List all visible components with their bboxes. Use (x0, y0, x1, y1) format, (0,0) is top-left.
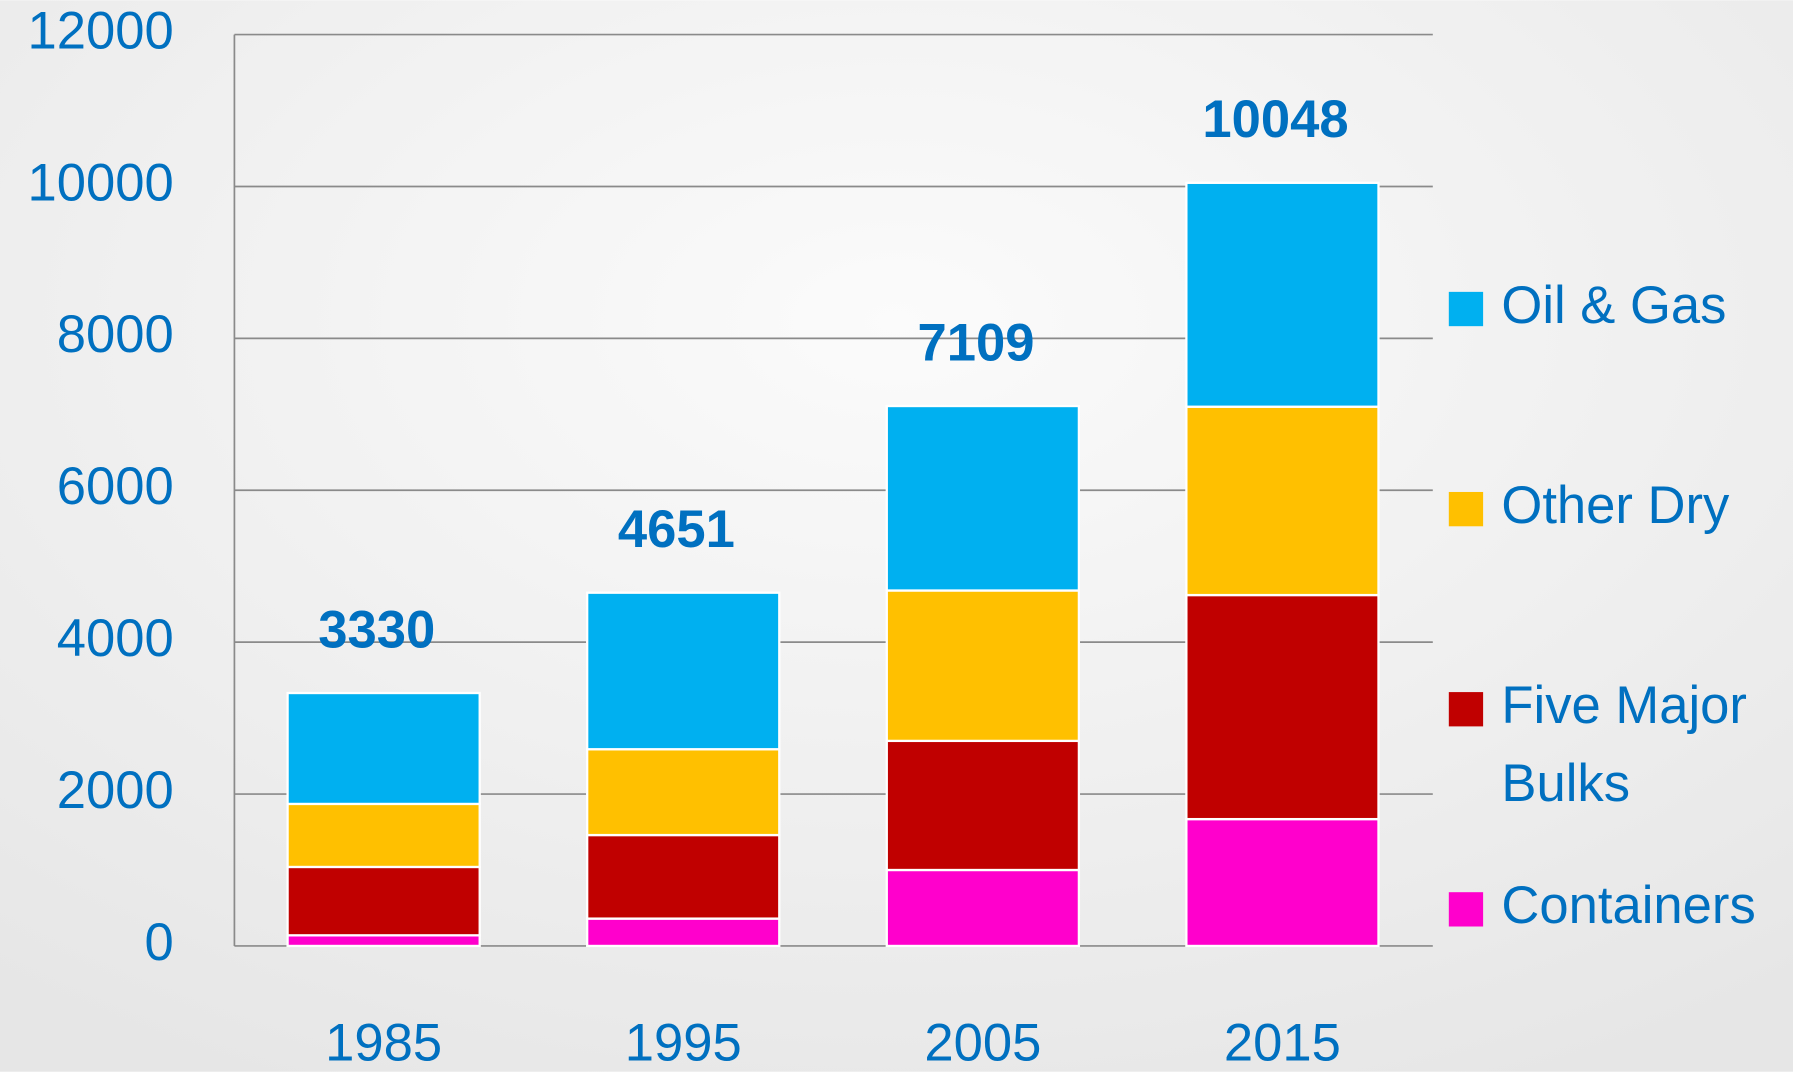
legend-label: Containers (1501, 876, 1755, 935)
bar-segment (286, 802, 481, 869)
y-tick-label: 8000 (57, 305, 174, 364)
total-label: 4651 (618, 500, 735, 559)
bar-segment (885, 589, 1081, 743)
y-tick-label: 2000 (57, 761, 174, 820)
legend-swatch (1448, 291, 1484, 327)
bar-segment (286, 691, 481, 806)
bar-segment (885, 868, 1081, 948)
bar-segment (885, 404, 1081, 592)
x-tick-label: 2005 (924, 1013, 1041, 1072)
total-label: 7109 (917, 313, 1034, 372)
bar-segment (286, 934, 481, 948)
legend-swatch (1448, 892, 1484, 927)
legend-label: Oil & Gas (1501, 276, 1726, 335)
total-label: 10048 (1202, 90, 1348, 149)
total-label: 3330 (318, 600, 435, 659)
bar-segment (586, 917, 781, 948)
bar-segment (1185, 593, 1380, 821)
legend-label: Five Major Bulks (1501, 676, 1746, 813)
legend-label-line: Bulks (1501, 754, 1630, 813)
y-tick-label: 0 (145, 913, 174, 972)
bar-segment (586, 591, 781, 751)
bar-segment (1185, 405, 1380, 597)
x-tick-label: 1985 (325, 1013, 442, 1072)
x-tick-label: 1995 (625, 1013, 742, 1072)
legend-swatch (1448, 491, 1484, 527)
y-tick-label: 10000 (28, 153, 174, 212)
bar-segment (586, 748, 781, 837)
y-tick-label: 4000 (57, 609, 174, 668)
y-tick-label: 6000 (57, 457, 174, 516)
bar-segment (1185, 817, 1380, 948)
x-tick-label: 2015 (1224, 1013, 1341, 1072)
bar-segment (1185, 181, 1380, 408)
y-tick-label: 12000 (28, 1, 174, 60)
legend-swatch (1448, 692, 1484, 727)
bar-segment (586, 833, 781, 920)
legend-label-line: Five Major (1501, 676, 1746, 735)
bar-segment (885, 739, 1081, 872)
legend-label: Other Dry (1501, 476, 1730, 535)
bar-segment (286, 865, 481, 937)
